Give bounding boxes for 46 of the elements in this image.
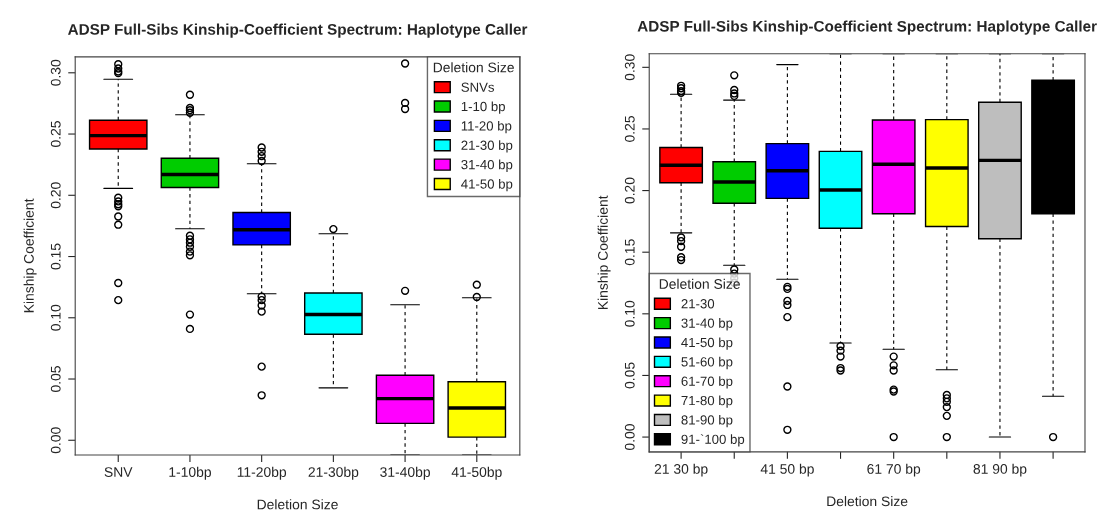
y-tick-label: 0.15 [50, 243, 61, 270]
y-tick-label: 0.20 [624, 177, 635, 204]
y-axis-title: Kinship Coefficient [597, 195, 611, 310]
x-tick-label: 81 90 bp [973, 463, 1027, 477]
x-tick-label: 11-20bp [237, 466, 287, 480]
x-axis-title: Deletion Size [827, 496, 908, 507]
chart-title: ADSP Full-Sibs Kinship-Coefficient Spectrum: Haplotype Caller [637, 20, 1097, 35]
y-tick-label: 0.10 [50, 304, 61, 331]
x-tick-label: 21-30bp [308, 466, 359, 480]
x-tick-label: 41 50 bp [760, 463, 814, 477]
legend-label: 81-90 bp [681, 414, 733, 428]
x-tick-label: 1-10bp [169, 466, 211, 480]
legend-title: Deletion Size [433, 62, 514, 73]
legend-label: 51-60 bp [681, 356, 733, 370]
x-tick-label: 41-50bp [451, 466, 502, 480]
legend-title: Deletion Size [659, 278, 740, 289]
legend-label: SNVs [461, 82, 495, 92]
x-tick-label: 61 70 bp [867, 463, 921, 477]
legend-label: 31-40 bp [461, 159, 513, 172]
y-tick-label: 0.05 [624, 362, 635, 389]
legend-label: 71-80 bp [681, 395, 733, 408]
legend-label: 61-70 bp [681, 376, 733, 389]
y-axis-title: Kinship Coefficient [23, 198, 37, 313]
x-tick-label: 31-40bp [380, 466, 430, 480]
y-tick-label: 0.30 [50, 59, 61, 86]
legend-label: 31-40 bp [681, 318, 733, 331]
legend-label: 41-50 bp [681, 337, 733, 350]
legend-label: 91-`100 bp [681, 434, 745, 447]
x-tick-label: SNV [104, 467, 133, 477]
legend-label: 11-20 bp [461, 120, 512, 134]
legend-label: 21-30 [681, 299, 715, 309]
legend-label: 41-50 bp [461, 178, 513, 192]
y-tick-label: 0.25 [50, 121, 61, 148]
y-tick-label: 0.00 [624, 424, 635, 451]
legend-label: 1-10 bp [461, 101, 505, 114]
y-tick-label: 0.30 [624, 54, 635, 81]
y-tick-label: 0.25 [624, 116, 635, 142]
y-tick-label: 0.15 [624, 239, 635, 266]
x-tick-label: 21 30 bp [654, 463, 708, 477]
y-tick-label: 0.20 [50, 182, 61, 209]
x-axis-title: Deletion Size [257, 499, 338, 510]
y-tick-label: 0.00 [50, 427, 61, 454]
chart-title: ADSP Full-Sibs Kinship-Coefficient Spectrum: Haplotype Caller [68, 23, 528, 38]
y-tick-label: 0.05 [50, 366, 61, 392]
y-tick-label: 0.10 [624, 300, 635, 327]
legend-label: 21-30 bp [461, 140, 513, 153]
